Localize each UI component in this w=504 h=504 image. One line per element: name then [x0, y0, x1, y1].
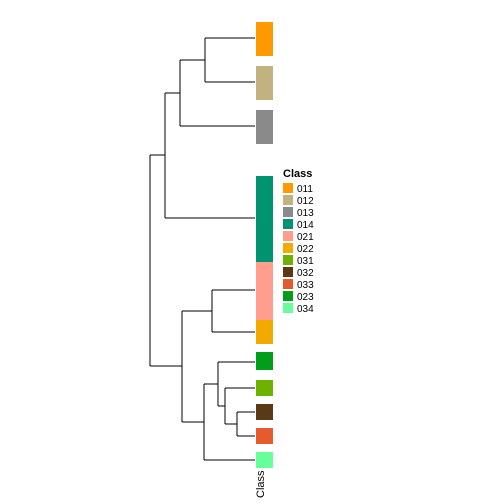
legend-swatch: [283, 219, 293, 229]
legend-label: 034: [297, 304, 314, 315]
class-cell: [256, 404, 273, 420]
legend-label: 014: [297, 220, 314, 231]
legend-label: 023: [297, 292, 314, 303]
class-cell: [256, 452, 273, 468]
legend-label: 022: [297, 244, 314, 255]
legend-swatch: [283, 207, 293, 217]
column-axis-label: Class: [255, 470, 267, 498]
legend-label: 032: [297, 268, 314, 279]
class-cell: [256, 66, 273, 100]
class-cell: [256, 176, 273, 262]
class-cell: [256, 380, 273, 396]
dendrogram-figure: Class Class 011012013014021022031032033023…: [0, 0, 504, 504]
class-cell: [256, 320, 273, 344]
class-cell: [256, 352, 273, 370]
legend-swatch: [283, 303, 293, 313]
class-cell: [256, 110, 273, 144]
legend-label: 031: [297, 256, 314, 267]
legend-label: 033: [297, 280, 314, 291]
legend-label: 011: [297, 184, 313, 195]
legend-swatch: [283, 291, 293, 301]
class-cell: [256, 262, 273, 320]
class-cell: [256, 428, 273, 444]
legend-swatch: [283, 255, 293, 265]
class-cell: [256, 22, 273, 56]
legend-title: Class: [283, 168, 312, 180]
legend-swatch: [283, 279, 293, 289]
legend-label: 013: [297, 208, 314, 219]
legend-label: 012: [297, 196, 314, 207]
legend-swatch: [283, 267, 293, 277]
legend-label: 021: [297, 232, 314, 243]
legend-swatch: [283, 243, 293, 253]
legend-swatch: [283, 195, 293, 205]
legend-swatch: [283, 183, 293, 193]
legend-swatch: [283, 231, 293, 241]
